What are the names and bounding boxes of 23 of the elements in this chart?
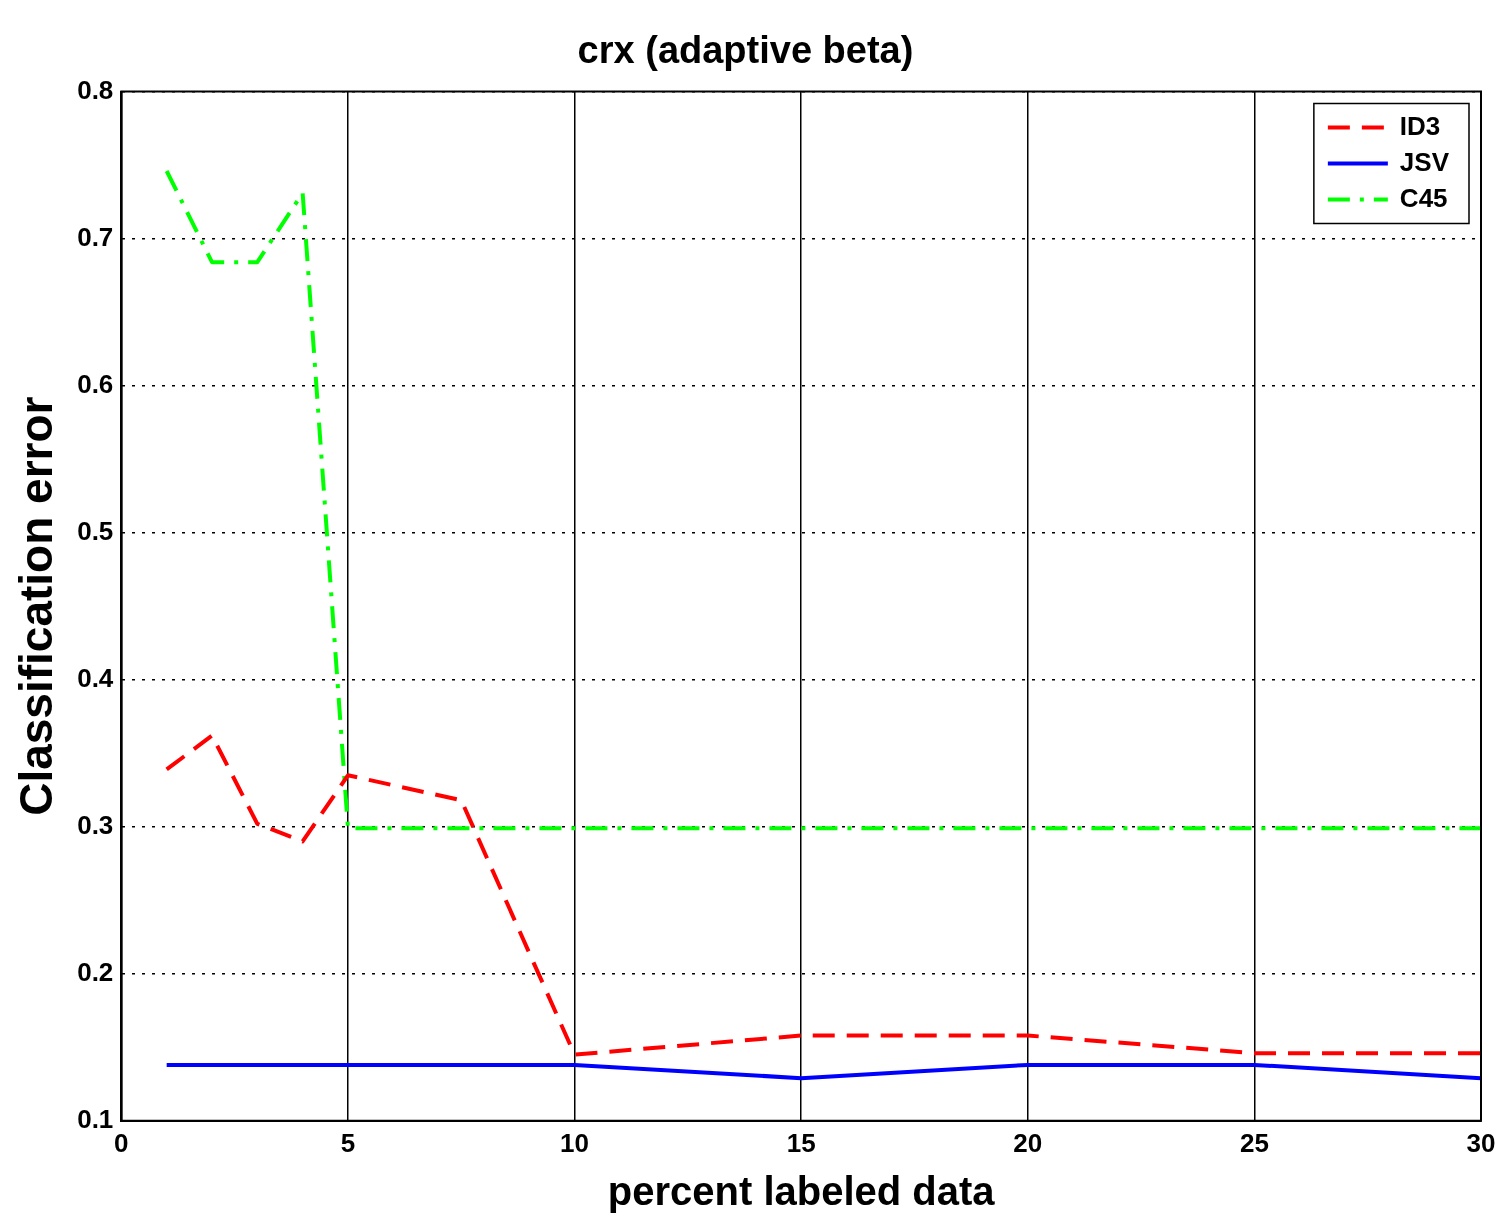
- x-tick-label: 20: [1013, 1127, 1043, 1158]
- y-tick-label: 0.5: [77, 515, 114, 546]
- chart-title: crx (adaptive beta): [577, 29, 914, 72]
- x-tick-label: 5: [340, 1127, 356, 1158]
- x-axis-title: percent labeled data: [607, 1169, 996, 1214]
- y-tick-label: 0.6: [77, 368, 114, 399]
- line-series: [164, 169, 1481, 831]
- legend-label: ID3: [1399, 110, 1441, 141]
- x-tick-label: 25: [1239, 1127, 1269, 1158]
- y-axis-title: Classification error: [10, 396, 63, 816]
- x-tick-label: 15: [786, 1127, 816, 1158]
- x-tick-label: 0: [114, 1127, 129, 1158]
- y-tick-label: 0.3: [77, 809, 114, 840]
- y-tick-label: 0.4: [77, 662, 114, 693]
- line-series: [164, 733, 1481, 1057]
- x-tick-label: 10: [560, 1127, 590, 1158]
- y-tick-label: 0.8: [77, 74, 114, 105]
- y-tick-label: 0.7: [77, 221, 114, 252]
- y-tick-label: 0.2: [77, 956, 114, 987]
- x-tick-label: 30: [1466, 1127, 1496, 1158]
- y-tick-label: 0.1: [77, 1103, 114, 1134]
- legend-label: C45: [1399, 182, 1448, 213]
- legend-label: JSV: [1399, 146, 1450, 177]
